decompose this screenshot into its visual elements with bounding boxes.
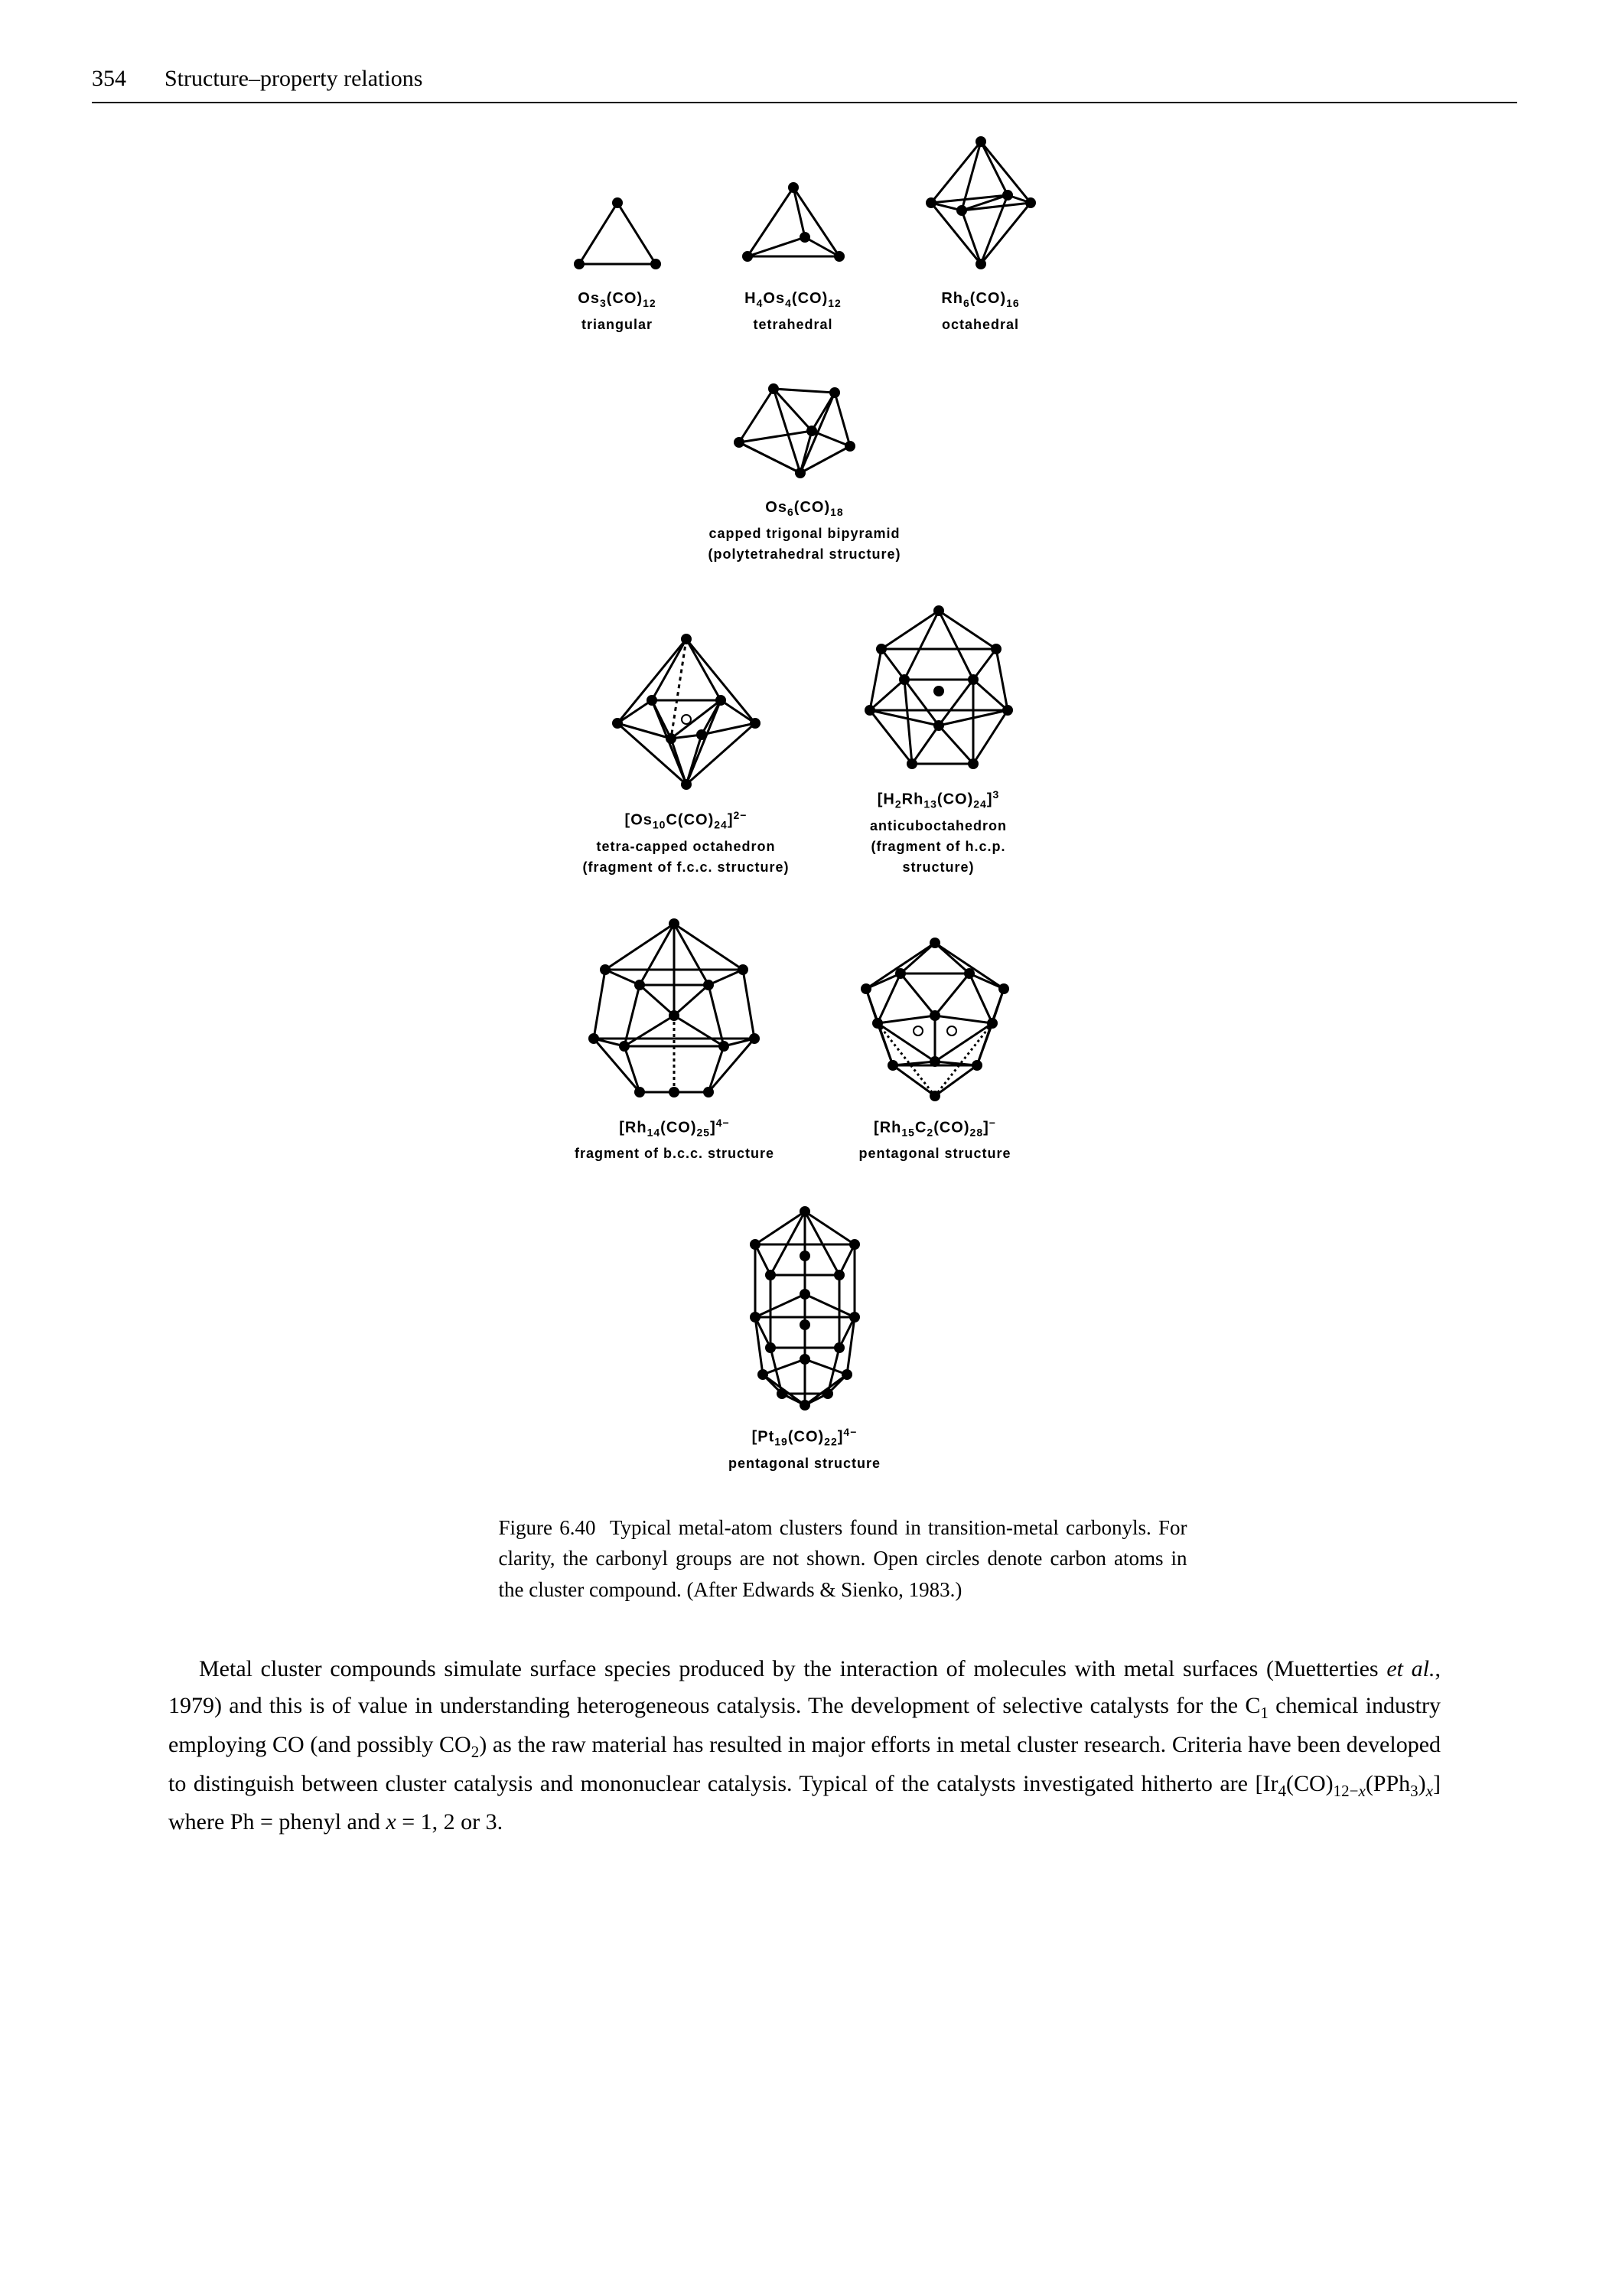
desc: octahedral — [916, 315, 1046, 335]
desc: anticuboctahedron(fragment of h.c.p.stru… — [851, 816, 1027, 878]
cluster-tetra-capped-octahedron: [Os10C(CO)24]2− tetra-capped octahedron(… — [582, 631, 789, 878]
figure-row-5: [Pt19(CO)22]4− pentagonal structure — [346, 1202, 1264, 1474]
cluster-octahedral: Rh6(CO)16 octahedral — [916, 134, 1046, 335]
figure-row-3: [Os10C(CO)24]2− tetra-capped octahedron(… — [346, 603, 1264, 878]
cluster-pentagonal-pt19: [Pt19(CO)22]4− pentagonal structure — [721, 1202, 889, 1474]
formula: [Pt19(CO)22]4− — [721, 1424, 889, 1450]
desc: triangular — [564, 315, 671, 335]
chapter-title: Structure–property relations — [164, 61, 422, 96]
cluster-capped-tbp: Os6(CO)18 capped trigonal bipyramid(poly… — [708, 373, 901, 565]
formula: [Rh14(CO)25]4− — [575, 1115, 774, 1141]
body-paragraph: Metal cluster compounds simulate surface… — [168, 1651, 1441, 1841]
formula: [H2Rh13(CO)24]3 — [851, 787, 1027, 813]
page-header: 354 Structure–property relations — [92, 61, 1517, 103]
formula: [Os10C(CO)24]2− — [582, 807, 789, 833]
cluster-anticuboctahedron: [H2Rh13(CO)24]3 anticuboctahedron(fragme… — [851, 603, 1027, 878]
desc: tetrahedral — [732, 315, 855, 335]
formula: H4Os4(CO)12 — [732, 287, 855, 311]
formula: Os6(CO)18 — [708, 496, 901, 520]
figure-row-4: [Rh14(CO)25]4− fragment of b.c.c. struct… — [346, 916, 1264, 1165]
figure-row-2: Os6(CO)18 capped trigonal bipyramid(poly… — [346, 373, 1264, 565]
desc: pentagonal structure — [721, 1453, 889, 1474]
formula: Rh6(CO)16 — [916, 287, 1046, 311]
cluster-triangular: Os3(CO)12 triangular — [564, 195, 671, 335]
cluster-bcc-fragment: [Rh14(CO)25]4− fragment of b.c.c. struct… — [575, 916, 774, 1165]
page-number: 354 — [92, 61, 126, 96]
formula: [Rh15C2(CO)28]− — [835, 1115, 1034, 1141]
figure-6-40: Os3(CO)12 triangular H4Os4(CO)12 tetrahe… — [346, 134, 1264, 1605]
desc: tetra-capped octahedron(fragment of f.c.… — [582, 837, 789, 878]
formula: Os3(CO)12 — [564, 287, 671, 311]
desc: fragment of b.c.c. structure — [575, 1143, 774, 1164]
desc: pentagonal structure — [835, 1143, 1034, 1164]
desc: capped trigonal bipyramid(polytetrahedra… — [708, 523, 901, 565]
figure-caption: Figure 6.40 Typical metal-atom clusters … — [499, 1512, 1187, 1606]
figure-row-1: Os3(CO)12 triangular H4Os4(CO)12 tetrahe… — [346, 134, 1264, 335]
cluster-tetrahedral: H4Os4(CO)12 tetrahedral — [732, 180, 855, 335]
cluster-pentagonal-rh15: [Rh15C2(CO)28]− pentagonal structure — [835, 931, 1034, 1165]
